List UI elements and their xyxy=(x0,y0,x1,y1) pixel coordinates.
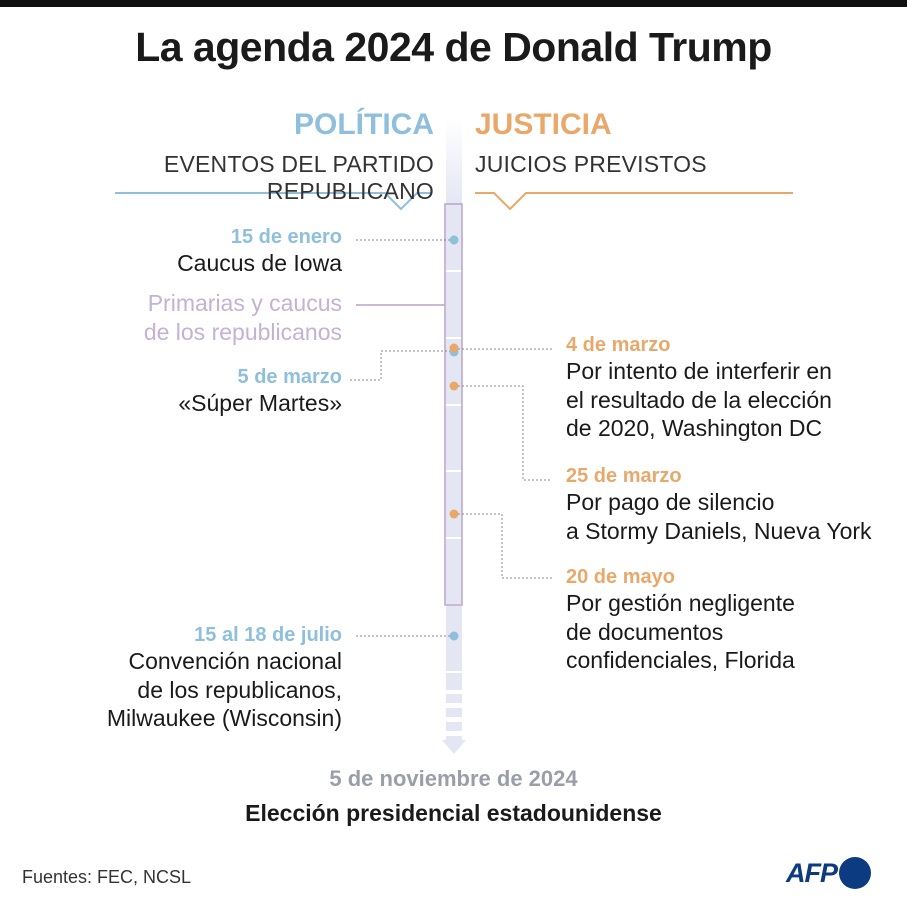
event-date: 15 de enero xyxy=(230,226,342,248)
section-chevrons xyxy=(115,192,793,211)
timeline-dashes xyxy=(446,694,462,742)
top-rule xyxy=(0,0,907,7)
page-title: La agenda 2024 de Donald Trump xyxy=(135,24,772,70)
event-date: 25 de marzo xyxy=(566,465,682,487)
timeline-fade xyxy=(446,118,462,204)
politica-heading: POLÍTICA xyxy=(294,108,434,141)
trial-florida: 20 de mayo Por gestión negligente de doc… xyxy=(566,566,795,675)
event-text: Por intento de interferir en xyxy=(566,358,832,384)
event-text: Por pago de silencio xyxy=(566,489,775,515)
primaries-period-box xyxy=(444,203,463,606)
event-super-martes: 5 de marzo «Súper Martes» xyxy=(178,366,342,418)
justicia-subheading: JUICIOS PREVISTOS xyxy=(475,151,707,177)
event-text: de los republicanos xyxy=(143,318,342,345)
dot-20-mayo xyxy=(449,509,459,519)
event-text: «Súper Martes» xyxy=(178,390,342,416)
event-text: a Stormy Daniels, Nueva York xyxy=(566,517,872,544)
event-text: Primarias y caucus xyxy=(147,290,342,316)
event-text: de 2020, Washington DC xyxy=(566,415,823,441)
event-text: Caucus de Iowa xyxy=(177,250,342,276)
sources: Fuentes: FEC, NCSL xyxy=(22,867,192,887)
afp-logo-text: AFP xyxy=(786,857,838,888)
dot-15-julio xyxy=(449,631,459,641)
timeline-arrow-icon xyxy=(442,740,466,754)
dot-15-enero xyxy=(449,235,459,245)
event-date: 4 de marzo xyxy=(566,334,671,356)
event-text: el resultado de la elección xyxy=(566,386,832,413)
election-label: Elección presidencial estadounidense xyxy=(245,800,662,826)
event-primarias: Primarias y caucus de los republicanos xyxy=(144,289,342,346)
event-iowa: 15 de enero Caucus de Iowa xyxy=(177,226,342,278)
event-text: Convención nacional xyxy=(128,648,342,674)
event-date: 15 al 18 de julio xyxy=(194,624,342,646)
event-text: confidenciales, Florida xyxy=(566,647,795,673)
trial-new-york: 25 de marzo Por pago de silencio a Storm… xyxy=(566,465,872,545)
event-text: Milwaukee (Wisconsin) xyxy=(106,705,342,731)
event-text: de los republicanos, xyxy=(137,676,342,703)
afp-logo-circle-icon xyxy=(839,857,871,889)
event-date: 20 de mayo xyxy=(566,566,675,588)
dot-4-marzo xyxy=(449,343,459,353)
trial-washington: 4 de marzo Por intento de interferir en … xyxy=(566,334,832,443)
connectors xyxy=(350,239,552,637)
politica-subheading: EVENTOS DEL PARTIDO REPUBLICANO xyxy=(163,151,434,204)
election-date: 5 de noviembre de 2024 xyxy=(329,766,578,791)
justicia-heading: JUSTICIA xyxy=(475,108,612,141)
dot-25-marzo xyxy=(449,381,459,391)
afp-logo: AFP xyxy=(786,856,871,890)
event-text: de documentos xyxy=(566,618,724,645)
event-date: 5 de marzo xyxy=(237,366,342,388)
event-text: Por gestión negligente xyxy=(566,590,795,616)
event-convencion: 15 al 18 de julio Convención nacional de… xyxy=(107,624,342,733)
timeline-bar xyxy=(446,204,462,690)
